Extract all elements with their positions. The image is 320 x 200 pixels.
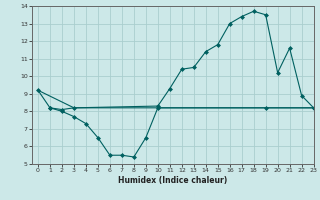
X-axis label: Humidex (Indice chaleur): Humidex (Indice chaleur) [118, 176, 228, 185]
